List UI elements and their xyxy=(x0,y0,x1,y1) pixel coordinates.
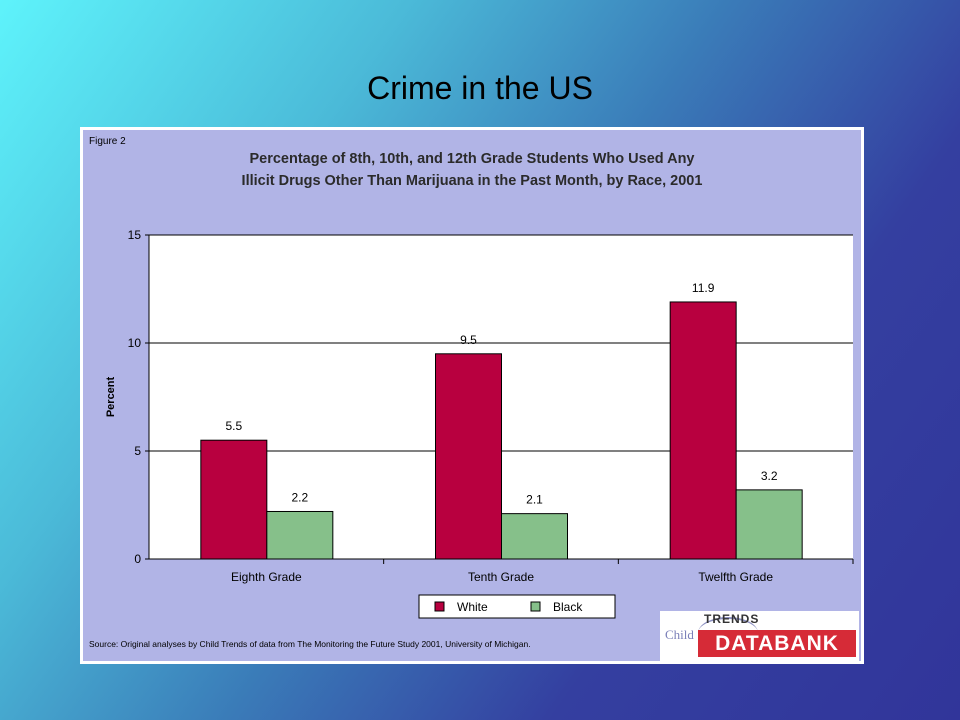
legend-swatch-white xyxy=(434,601,445,612)
y-tick-label: 0 xyxy=(134,552,141,566)
child-trends-logo: Child TRENDS DATABANK xyxy=(660,611,859,661)
y-axis-label: Percent xyxy=(105,376,117,417)
legend-swatch-black xyxy=(530,601,541,612)
bar-white xyxy=(669,301,737,560)
legend-label-black: Black xyxy=(553,600,583,614)
data-label: 2.2 xyxy=(291,490,308,504)
data-label: 9.5 xyxy=(460,333,477,347)
bar-white xyxy=(200,439,268,560)
data-label: 2.1 xyxy=(526,493,543,507)
y-tick-label: 15 xyxy=(128,228,142,242)
logo-databank-text: DATABANK xyxy=(698,630,856,657)
source-note: Source: Original analyses by Child Trend… xyxy=(89,639,531,649)
data-label: 3.2 xyxy=(761,469,778,483)
chart-title-line-2: Illicit Drugs Other Than Marijuana in th… xyxy=(241,173,703,189)
chart-frame: Figure 2 Percentage of 8th, 10th, and 12… xyxy=(80,127,864,664)
legend-label-white: White xyxy=(457,600,488,614)
y-tick-label: 10 xyxy=(128,336,142,350)
x-tick-label: Eighth Grade xyxy=(231,570,302,584)
x-tick-label: Twelfth Grade xyxy=(698,570,773,584)
figure-label: Figure 2 xyxy=(89,136,126,147)
chart-title-line-1: Percentage of 8th, 10th, and 12th Grade … xyxy=(249,151,695,167)
data-label: 5.5 xyxy=(225,419,242,433)
bar-black xyxy=(735,489,803,560)
bar-white xyxy=(435,353,502,560)
logo-child-text: Child xyxy=(665,627,694,642)
y-tick-label: 5 xyxy=(134,444,141,458)
data-label: 11.9 xyxy=(692,281,715,295)
legend-box xyxy=(418,594,616,619)
bar-black xyxy=(501,513,568,560)
chart-panel: Figure 2 Percentage of 8th, 10th, and 12… xyxy=(83,130,861,661)
slide-title: Crime in the US xyxy=(367,70,593,106)
chart-title: Percentage of 8th, 10th, and 12th Grade … xyxy=(83,148,861,192)
logo-arc xyxy=(698,617,758,649)
logo-trends-text: TRENDS xyxy=(704,612,760,626)
x-tick-label: Tenth Grade xyxy=(468,570,534,584)
bar-chart: 0 5 10 15 Percent Eighth Grade 5.5 2.2 Tenth Gra… xyxy=(105,228,854,619)
bar-black xyxy=(266,510,334,560)
